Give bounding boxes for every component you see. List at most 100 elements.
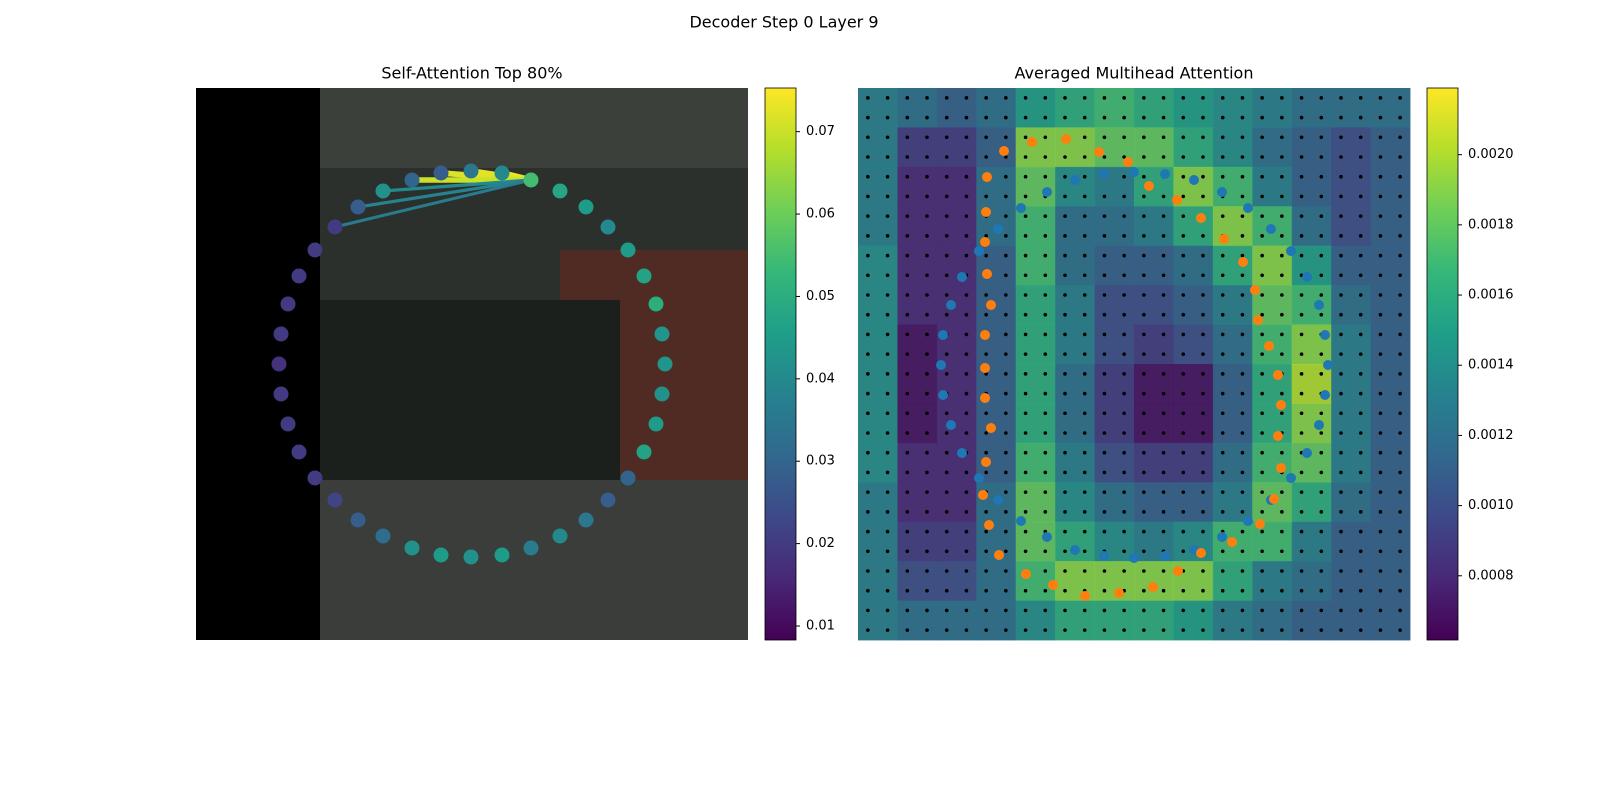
reference-dot	[925, 372, 929, 376]
reference-dot	[1181, 135, 1186, 140]
point	[1217, 532, 1227, 542]
reference-dot	[1082, 174, 1087, 179]
reference-dot	[1142, 273, 1146, 278]
reference-dot	[925, 115, 929, 120]
reference-dot	[984, 510, 988, 514]
reference-dot	[1082, 510, 1087, 514]
point	[1172, 195, 1182, 205]
reference-dot	[905, 273, 910, 278]
reference-dot	[984, 431, 988, 435]
reference-dot	[1220, 372, 1225, 376]
reference-dot	[1220, 214, 1225, 218]
reference-dot	[1240, 490, 1245, 494]
point	[1266, 224, 1276, 234]
reference-dot	[1201, 372, 1205, 376]
reference-dot	[905, 253, 910, 258]
reference-dot	[944, 470, 949, 475]
point	[307, 470, 323, 486]
reference-dot	[1004, 135, 1008, 140]
reference-dot	[1201, 490, 1205, 494]
heatmap-cell	[1212, 482, 1253, 523]
heatmap-cell	[1252, 166, 1293, 207]
reference-dot	[1122, 115, 1126, 120]
heatmap-cell	[976, 403, 1017, 444]
reference-dot	[925, 273, 929, 278]
reference-dot	[1023, 549, 1028, 554]
reference-dot	[944, 293, 949, 297]
reference-dot	[1102, 628, 1107, 632]
reference-dot	[944, 569, 949, 573]
reference-dot	[866, 312, 870, 317]
reference-dot	[1142, 569, 1146, 573]
reference-dot	[1102, 569, 1107, 573]
reference-dot	[1299, 332, 1304, 337]
point	[980, 237, 990, 247]
reference-dot	[944, 214, 949, 218]
reference-dot	[1280, 312, 1284, 317]
heatmap-cell	[1331, 245, 1372, 286]
reference-dot	[984, 588, 988, 593]
reference-dot	[1319, 214, 1324, 218]
point	[980, 363, 990, 373]
reference-dot	[964, 529, 969, 534]
reference-dot	[1378, 174, 1383, 179]
reference-dot	[1122, 253, 1126, 258]
reference-dot	[964, 135, 969, 140]
heatmap-cell	[1094, 324, 1135, 365]
reference-dot	[1004, 96, 1008, 100]
reference-dot	[1004, 293, 1008, 297]
reference-dot	[1181, 588, 1186, 593]
reference-dot	[1082, 628, 1087, 632]
reference-dot	[1398, 490, 1402, 494]
reference-dot	[1004, 372, 1008, 376]
reference-dot	[1339, 431, 1343, 435]
reference-dot	[1299, 608, 1304, 613]
colorbar-tick-label: 0.06	[806, 207, 835, 222]
heatmap-cell	[1173, 403, 1214, 444]
reference-dot	[1102, 214, 1107, 218]
reference-dot	[1082, 391, 1087, 396]
reference-dot	[1102, 529, 1107, 534]
reference-dot	[1023, 628, 1028, 632]
heatmap-cell	[1094, 482, 1135, 523]
reference-dot	[1004, 391, 1008, 396]
reference-dot	[925, 490, 929, 494]
left-image	[196, 88, 748, 640]
reference-dot	[964, 332, 969, 337]
reference-dot	[1280, 569, 1284, 573]
heatmap-cell	[1331, 521, 1372, 562]
point	[1016, 516, 1026, 526]
reference-dot	[944, 529, 949, 534]
heatmap-cell	[1291, 561, 1332, 602]
heatmap-cell	[897, 88, 938, 128]
reference-dot	[1122, 628, 1126, 632]
reference-dot	[1299, 372, 1304, 376]
reference-dot	[944, 194, 949, 199]
heatmap-cell	[897, 482, 938, 523]
reference-dot	[1220, 135, 1225, 140]
reference-dot	[1299, 174, 1304, 179]
reference-dot	[1161, 588, 1166, 593]
colorbar-tick-label: 0.0012	[1468, 428, 1514, 443]
reference-dot	[925, 332, 929, 337]
reference-dot	[1280, 214, 1284, 218]
reference-dot	[1201, 411, 1205, 416]
heatmap-cell	[1134, 324, 1174, 365]
heatmap-cell	[1291, 285, 1332, 326]
reference-dot	[905, 450, 910, 455]
reference-dot	[1299, 155, 1304, 159]
reference-dot	[1142, 155, 1146, 159]
reference-dot	[1181, 96, 1186, 100]
point	[578, 199, 594, 215]
reference-dot	[1339, 529, 1343, 534]
reference-dot	[944, 372, 949, 376]
colorbar-tick-label: 0.05	[806, 289, 835, 304]
point	[982, 172, 992, 182]
point	[280, 416, 296, 432]
reference-dot	[1063, 372, 1067, 376]
reference-dot	[1260, 608, 1264, 613]
reference-dot	[1122, 135, 1126, 140]
heatmap-cell	[1370, 127, 1411, 168]
reference-dot	[1063, 569, 1067, 573]
reference-dot	[1201, 115, 1205, 120]
